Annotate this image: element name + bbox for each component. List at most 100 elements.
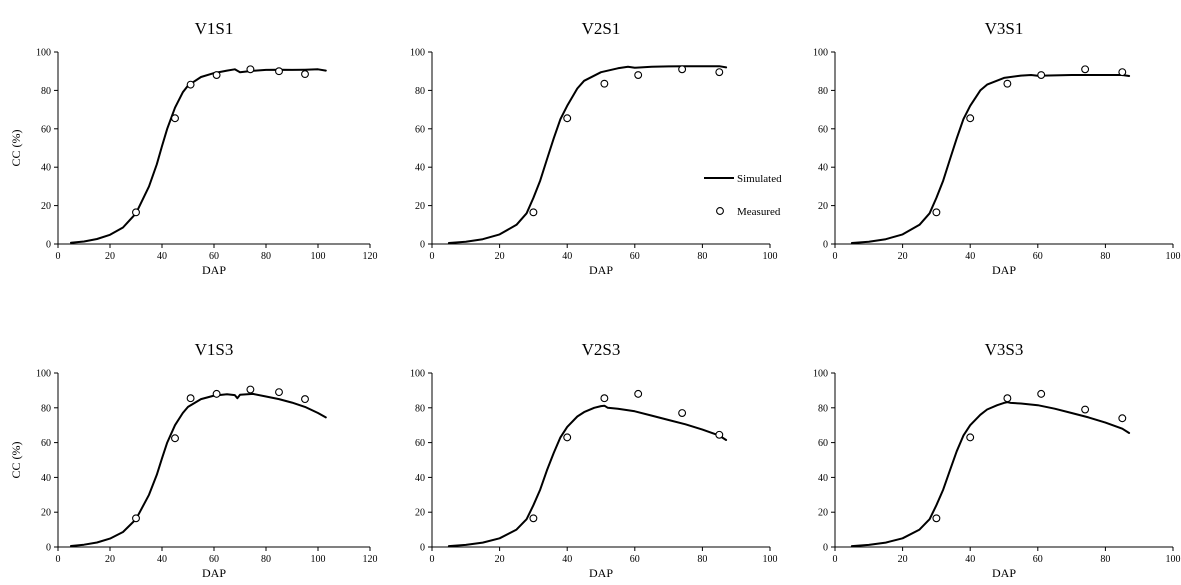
x-tick-label: 20 [495,554,505,565]
y-tick-label: 60 [41,124,51,135]
measured-point [1003,79,1012,88]
x-tick-label: 80 [261,554,271,565]
y-tick-label: 20 [41,201,51,212]
x-tick-label: 80 [1100,554,1110,565]
x-tick-label: 20 [105,554,115,565]
x-tick-label: 60 [1033,554,1043,565]
y-tick-label: 80 [415,403,425,414]
x-tick-label: 20 [898,554,908,565]
x-tick-label: 0 [833,251,838,262]
measured-point [932,514,941,523]
x-tick-label: 100 [1166,251,1181,262]
y-tick-label: 0 [420,543,425,554]
measured-point [246,65,255,74]
y-axis-label: CC (%) [9,442,23,479]
y-tick-label: 80 [41,86,51,97]
y-tick-label: 60 [415,438,425,449]
measured-point [275,388,283,397]
x-tick-label: 120 [363,251,378,262]
panel-title: V2S3 [582,340,621,359]
measured-point [1003,394,1012,403]
chart-panel-v1s3: V1S3 0 20 40 60 80 100 0 20 40 60 80 100 120 DAP CC (%) [9,340,378,580]
x-tick-label: 0 [430,251,435,262]
x-tick-label: 60 [209,554,219,565]
x-tick-label: 0 [833,554,838,565]
y-tick-label: 100 [36,48,51,59]
chart-panel-v3s3: V3S3 0 20 40 60 80 100 0 20 40 60 80 100 DAP [813,340,1181,580]
measured-point [529,514,538,523]
simulated-line [850,74,1131,244]
measured-point [132,208,140,217]
x-tick-label: 100 [311,554,326,565]
measured-point [634,389,643,398]
measured-point [715,430,724,439]
measured-point [186,80,195,89]
simulated-line [850,401,1131,548]
measured-point [715,68,724,77]
x-tick-label: 0 [56,251,61,262]
y-tick-label: 100 [813,48,828,59]
y-tick-label: 0 [420,240,425,251]
x-tick-label: 80 [261,251,271,262]
x-tick-label: 60 [209,251,219,262]
y-tick-label: 0 [823,543,828,554]
measured-point [678,409,687,417]
measured-point [563,433,572,442]
x-tick-label: 120 [363,554,378,565]
chart-panel-v3s1: V3S1 0 20 40 60 80 100 0 20 40 60 80 100 DAP [813,19,1181,277]
simulated-line [447,404,728,548]
y-tick-label: 100 [410,369,425,380]
measured-point [634,71,643,79]
measured-point [529,208,538,217]
measured-point [1081,65,1090,74]
y-tick-label: 40 [818,163,828,174]
panel-title: V1S3 [195,340,234,359]
measured-point [212,71,221,79]
measured-point [301,395,309,404]
chart-panel-v1s1: V1S1 0 20 40 60 80 100 0 20 40 60 80 100 120 DAP CC (%) [9,19,378,277]
simulated-line [70,68,327,244]
y-tick-label: 80 [415,86,425,97]
simulated-line [70,392,327,547]
x-tick-label: 100 [311,251,326,262]
y-tick-label: 0 [46,543,51,554]
x-tick-label: 40 [965,554,975,565]
y-tick-label: 20 [415,508,425,519]
y-tick-label: 40 [415,163,425,174]
x-tick-label: 40 [157,554,167,565]
measured-point [966,114,975,123]
y-tick-label: 80 [818,86,828,97]
x-tick-label: 0 [56,554,61,565]
measured-point [212,389,221,398]
x-tick-label: 40 [562,554,572,565]
measured-point [600,79,609,88]
x-tick-label: 80 [1100,251,1110,262]
y-tick-label: 100 [813,369,828,380]
x-tick-label: 80 [697,554,707,565]
measured-point [1118,68,1127,77]
measured-point [171,434,179,443]
y-tick-label: 0 [46,240,51,251]
y-tick-label: 20 [41,508,51,519]
y-tick-label: 40 [415,473,425,484]
x-tick-label: 100 [763,554,778,565]
panel-title: V1S1 [195,19,234,38]
measured-point [132,514,140,523]
y-tick-label: 0 [823,240,828,251]
x-tick-label: 20 [898,251,908,262]
panel-title: V3S3 [985,340,1024,359]
legend-measured-swatch [716,207,724,215]
x-tick-label: 80 [697,251,707,262]
legend: Simulated Measured [704,173,782,218]
x-axis-label: DAP [589,566,613,580]
x-tick-label: 60 [1033,251,1043,262]
x-tick-label: 100 [1166,554,1181,565]
measured-point [1037,389,1046,398]
y-tick-label: 100 [410,48,425,59]
x-tick-label: 40 [562,251,572,262]
chart-panel-v2s1: V2S1 0 20 40 60 80 100 0 20 40 60 80 100 DAP [410,19,778,277]
measured-point [171,114,179,123]
y-tick-label: 40 [41,163,51,174]
x-tick-label: 40 [965,251,975,262]
